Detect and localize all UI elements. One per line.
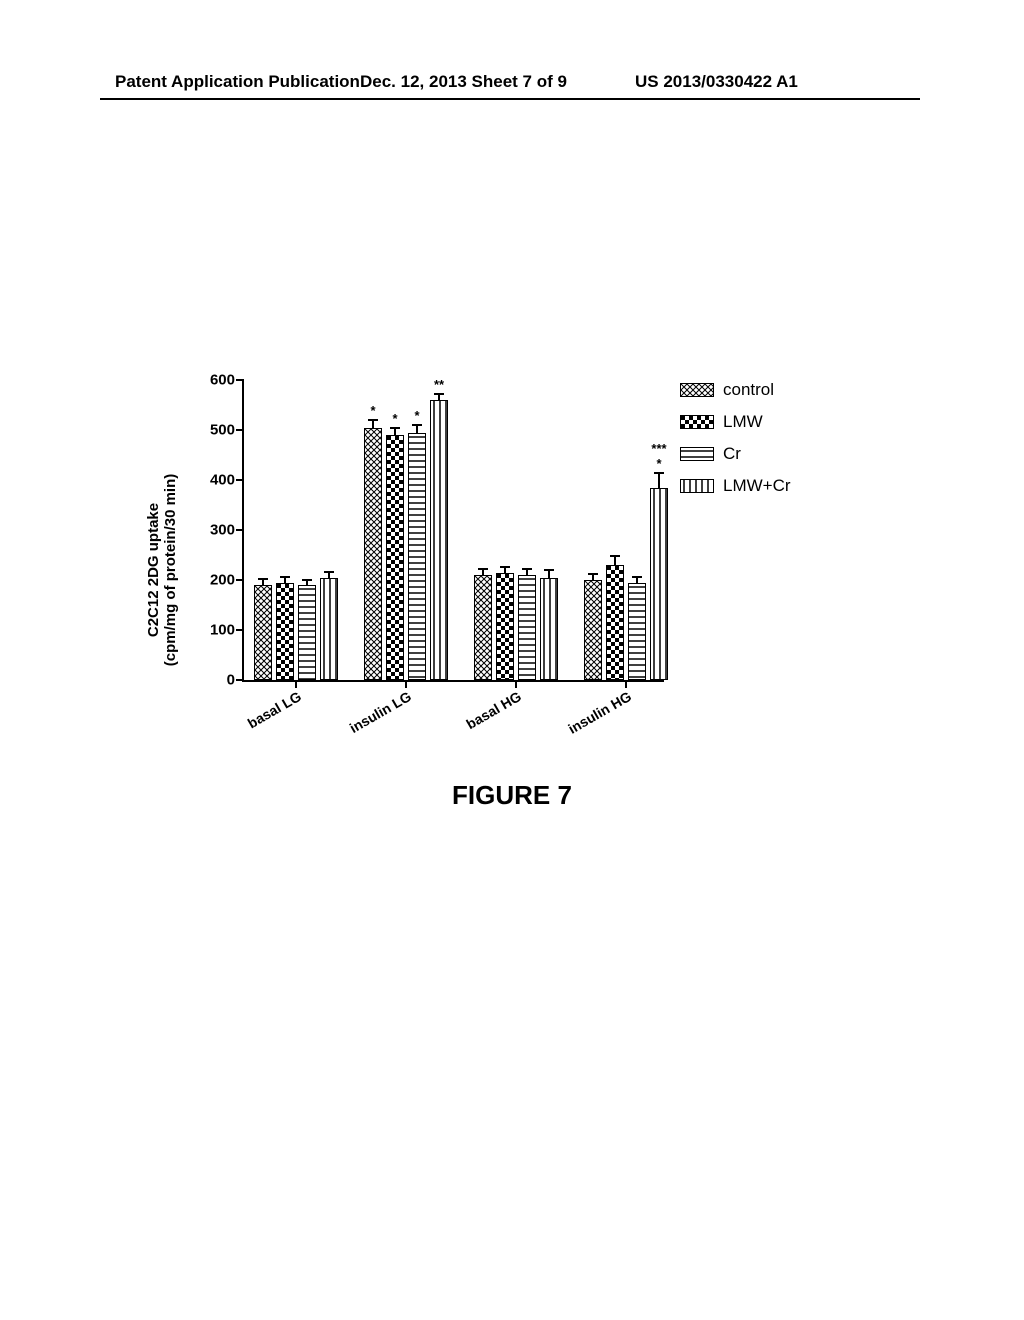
error-bar: [548, 570, 550, 578]
error-cap: [654, 472, 664, 474]
y-tick-label: 500: [199, 422, 235, 439]
bar: [276, 583, 294, 681]
error-cap: [390, 427, 400, 429]
bar: [320, 578, 338, 681]
bar: [254, 585, 272, 680]
error-bar: [614, 556, 616, 565]
error-cap: [588, 573, 598, 575]
x-tick: [625, 680, 627, 688]
x-tick-label: basal LG: [245, 688, 304, 731]
error-cap: [544, 569, 554, 571]
y-tick: [236, 679, 244, 681]
bar: [430, 400, 448, 680]
error-cap: [632, 576, 642, 578]
bar: [584, 580, 602, 680]
error-cap: [280, 576, 290, 578]
significance-marker: ****: [644, 441, 674, 471]
error-cap: [434, 393, 444, 395]
bar: [386, 435, 404, 680]
bar: [474, 575, 492, 680]
y-tick: [236, 379, 244, 381]
x-tick: [405, 680, 407, 688]
bar: [606, 565, 624, 680]
legend-item: Cr: [680, 444, 791, 464]
y-tick-label: 0: [199, 672, 235, 689]
error-cap: [478, 568, 488, 570]
header-left: Patent Application Publication: [115, 72, 360, 92]
y-tick: [236, 429, 244, 431]
legend-label: Cr: [723, 444, 741, 464]
figure-title: FIGURE 7: [0, 780, 1024, 811]
plot-area: 0100200300400500600basal LG*****insulin …: [242, 380, 664, 682]
y-tick-label: 600: [199, 372, 235, 389]
y-tick: [236, 629, 244, 631]
legend-swatch: [680, 383, 714, 397]
y-tick-label: 200: [199, 572, 235, 589]
y-tick: [236, 479, 244, 481]
bar: [496, 573, 514, 681]
error-cap: [368, 419, 378, 421]
x-tick-label: insulin HG: [565, 688, 634, 737]
error-cap: [302, 579, 312, 581]
bar: [298, 585, 316, 680]
error-cap: [500, 566, 510, 568]
error-cap: [324, 571, 334, 573]
legend-label: LMW+Cr: [723, 476, 791, 496]
error-cap: [610, 555, 620, 557]
y-tick-label: 100: [199, 622, 235, 639]
y-tick-label: 400: [199, 472, 235, 489]
error-bar: [416, 425, 418, 433]
x-tick: [295, 680, 297, 688]
legend-swatch: [680, 479, 714, 493]
bar: [518, 575, 536, 680]
error-bar: [658, 473, 660, 488]
significance-marker: **: [424, 377, 454, 392]
legend-label: LMW: [723, 412, 763, 432]
legend-swatch: [680, 415, 714, 429]
legend-item: LMW: [680, 412, 791, 432]
bar: [364, 428, 382, 681]
y-tick: [236, 529, 244, 531]
bar: [540, 578, 558, 681]
error-cap: [522, 568, 532, 570]
x-tick-label: basal HG: [463, 688, 524, 732]
significance-marker: *: [402, 408, 432, 423]
y-axis-label: C2C12 2DG uptake (cpm/mg of protein/30 m…: [145, 474, 179, 667]
error-cap: [258, 578, 268, 580]
x-tick-label: insulin LG: [347, 688, 414, 736]
chart: C2C12 2DG uptake (cpm/mg of protein/30 m…: [180, 380, 860, 760]
header-right: US 2013/0330422 A1: [635, 72, 798, 92]
y-axis-label-line2: (cpm/mg of protein/30 min): [162, 474, 179, 667]
error-bar: [394, 428, 396, 436]
bar: [408, 433, 426, 681]
y-axis-label-line1: C2C12 2DG uptake: [145, 474, 162, 667]
error-bar: [372, 420, 374, 428]
bar: [628, 583, 646, 681]
header-rule: [100, 98, 920, 100]
error-cap: [412, 424, 422, 426]
header-center: Dec. 12, 2013 Sheet 7 of 9: [360, 72, 567, 92]
legend-swatch: [680, 447, 714, 461]
legend-item: control: [680, 380, 791, 400]
legend-item: LMW+Cr: [680, 476, 791, 496]
legend: control LMW Cr LMW+Cr: [680, 380, 791, 508]
y-tick-label: 300: [199, 522, 235, 539]
y-tick: [236, 579, 244, 581]
bar: [650, 488, 668, 681]
legend-label: control: [723, 380, 774, 400]
